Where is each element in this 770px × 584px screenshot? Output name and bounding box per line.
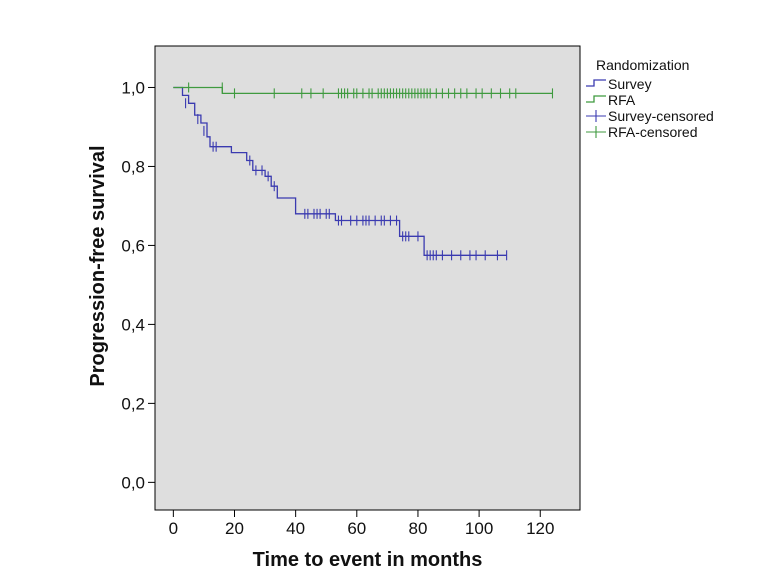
y-tick-label: 1,0 (121, 78, 145, 97)
x-tick-label: 20 (225, 519, 244, 538)
x-tick-label: 120 (526, 519, 554, 538)
y-tick-label: 0,2 (121, 394, 145, 413)
legend-title: Randomization (596, 57, 689, 73)
legend-item-survey-censored: Survey-censored (608, 108, 714, 124)
axes-layer: 0 20 40 60 80 100 120 0,0 0,2 0,4 0,6 0,8 1,0 (121, 78, 554, 538)
x-tick-label: 80 (408, 519, 427, 538)
rfa-legend-swatch (586, 95, 606, 103)
x-axis-title: Time to event in months (253, 549, 483, 571)
y-tick-label: 0,6 (121, 236, 145, 255)
legend: Randomization SurveyRFASurvey-censoredRF… (586, 57, 714, 140)
legend-item-rfa-censored: RFA-censored (608, 124, 697, 140)
y-tick-label: 0,4 (121, 315, 145, 334)
y-tick-label: 0,8 (121, 157, 145, 176)
x-tick-label: 100 (465, 519, 493, 538)
y-tick-label: 0,0 (121, 473, 145, 492)
y-axis-title: Progression-free survival (87, 145, 109, 386)
survey-legend-swatch (586, 79, 606, 87)
x-tick-label: 0 (169, 519, 178, 538)
series-layer (173, 82, 554, 261)
x-tick-label: 40 (286, 519, 305, 538)
x-tick-label: 60 (347, 519, 366, 538)
legend-item-survey: Survey (608, 76, 652, 92)
legend-item-rfa: RFA (608, 92, 636, 108)
plot-area (154, 45, 581, 511)
